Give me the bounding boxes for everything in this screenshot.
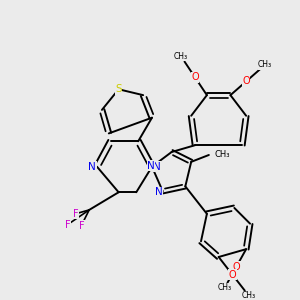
Text: CH₃: CH₃ [215,149,230,158]
Text: CH₃: CH₃ [258,60,272,69]
Text: N: N [147,161,155,171]
Text: S: S [115,84,122,94]
Text: F: F [73,209,78,219]
Text: CH₃: CH₃ [242,291,256,300]
Text: F: F [65,220,70,230]
Text: N: N [155,187,163,197]
Text: N: N [153,162,161,172]
Text: N: N [88,162,96,172]
Text: O: O [242,76,250,86]
Text: O: O [232,262,240,272]
Text: CH₃: CH₃ [174,52,188,61]
Text: O: O [191,73,199,82]
Text: CH₃: CH₃ [218,284,232,292]
Text: F: F [79,220,84,231]
Text: O: O [229,270,236,280]
